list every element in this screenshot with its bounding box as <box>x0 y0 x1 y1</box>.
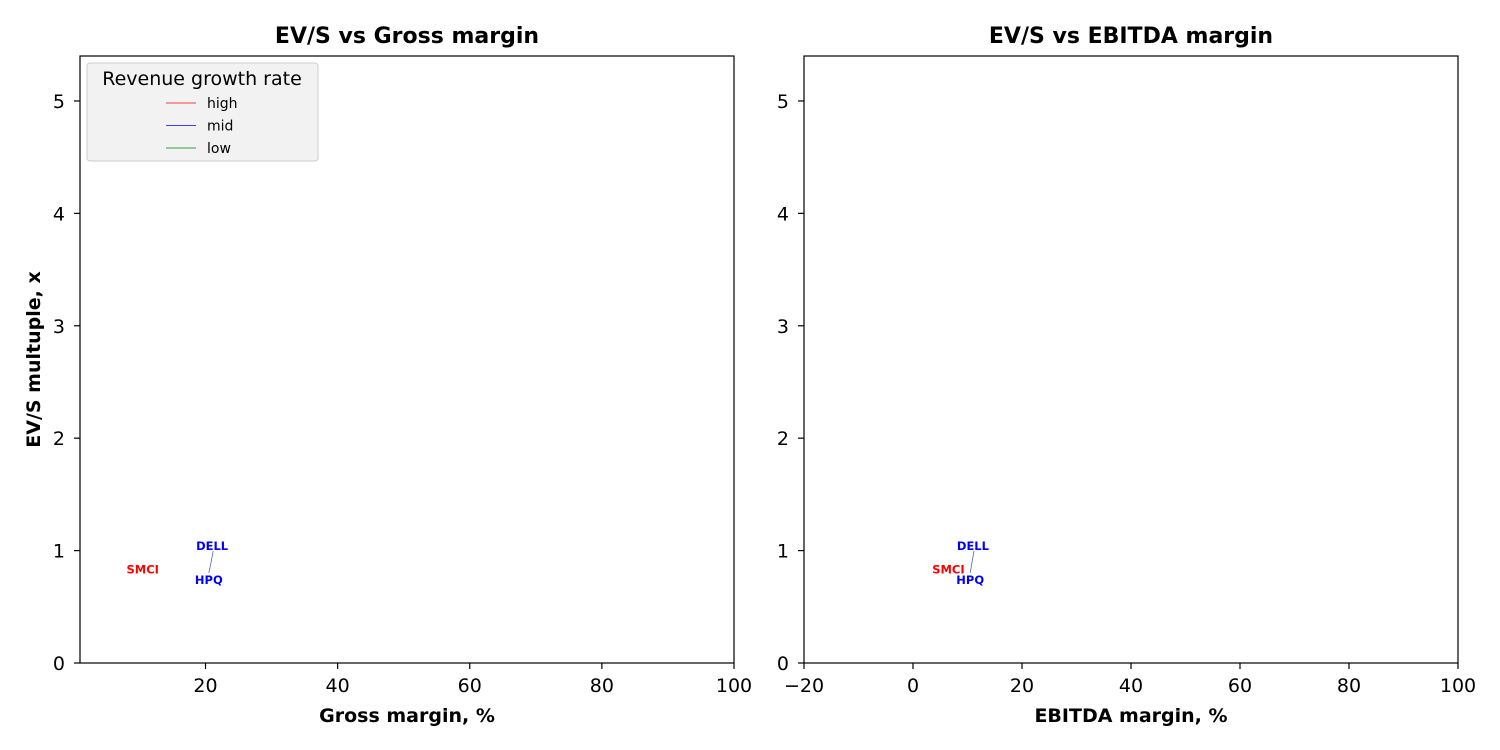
y-tick-label: 1 <box>53 541 65 563</box>
point-label-smci: SMCI <box>932 563 964 577</box>
y-tick-label: 3 <box>53 316 65 338</box>
legend-box <box>86 62 319 162</box>
x-tick-label: 0 <box>907 675 919 697</box>
y-tick-label: 4 <box>53 203 65 225</box>
x-tick-label: 80 <box>1337 675 1361 697</box>
annotation-connector <box>969 551 975 573</box>
y-tick-label: 3 <box>777 316 789 338</box>
x-tick-label: 40 <box>1119 675 1143 697</box>
y-tick-label: 2 <box>777 428 789 450</box>
chart-panel-ebitda-margin: EV/S vs EBITDA margin EBITDA margin, % −20… <box>777 24 1476 727</box>
x-tick-label: 100 <box>716 675 752 697</box>
legend-title: Revenue growth rate <box>102 68 302 90</box>
chart-title: EV/S vs EBITDA margin <box>989 24 1273 49</box>
x-axis-label: Gross margin, % <box>319 705 495 727</box>
plot-frame <box>803 55 1459 664</box>
chart-panel-gross-margin: EV/S vs Gross margin Gross margin, % EV/S … <box>23 24 752 727</box>
point-label-hpq: HPQ <box>195 573 223 587</box>
y-tick-label: 4 <box>777 203 789 225</box>
chart-title: EV/S vs Gross margin <box>275 24 539 49</box>
y-tick-label: 0 <box>53 653 65 675</box>
annotation-connector <box>208 551 214 573</box>
x-tick-label: 20 <box>193 675 217 697</box>
point-label-dell: DELL <box>957 539 990 553</box>
y-tick-label: 1 <box>777 541 789 563</box>
y-axis-label: EV/S multuple, x <box>23 271 45 447</box>
x-tick-label: 40 <box>326 675 350 697</box>
x-tick-label: 100 <box>1440 675 1476 697</box>
legend: Revenue growth rate high mid low <box>86 62 319 162</box>
x-axis-label: EBITDA margin, % <box>1034 705 1227 727</box>
x-tick-label: 80 <box>590 675 614 697</box>
y-tick-label: 5 <box>53 91 65 113</box>
x-tick-label: −20 <box>784 675 824 697</box>
point-label-hpq: HPQ <box>956 573 984 587</box>
legend-entry-low: low <box>207 141 231 157</box>
point-label-smci: SMCI <box>127 563 159 577</box>
point-label-dell: DELL <box>196 539 229 553</box>
legend-entry-mid: mid <box>207 119 233 135</box>
legend-entry-high: high <box>207 96 238 112</box>
y-tick-label: 5 <box>777 91 789 113</box>
y-tick-label: 0 <box>777 653 789 675</box>
x-tick-label: 20 <box>1010 675 1034 697</box>
x-tick-label: 60 <box>458 675 482 697</box>
x-tick-label: 60 <box>1228 675 1252 697</box>
y-tick-label: 2 <box>53 428 65 450</box>
